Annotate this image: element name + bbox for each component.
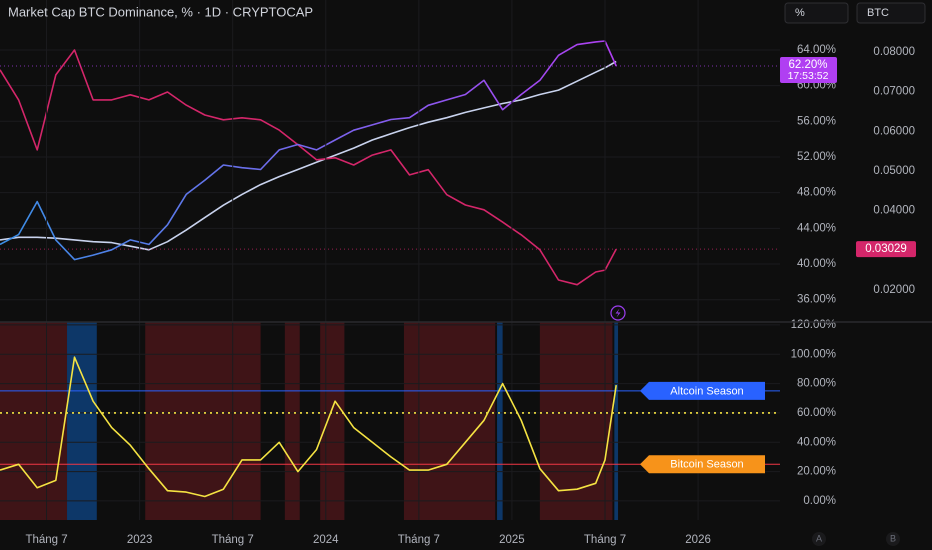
y-tick-label: 52.00% xyxy=(797,151,836,163)
series-line xyxy=(0,60,617,251)
last-value-label: 0.03029 xyxy=(865,243,907,255)
x-tick-label: 2025 xyxy=(499,534,525,546)
y-tick-label: 36.00% xyxy=(797,294,836,306)
x-tick-label: Tháng 7 xyxy=(398,534,440,546)
series-line xyxy=(0,40,617,261)
alert-bolt[interactable] xyxy=(615,308,621,318)
season-band xyxy=(320,322,345,520)
x-tick-label: Tháng 7 xyxy=(212,534,254,546)
reference-flag xyxy=(640,381,765,400)
reference-flag xyxy=(640,455,765,474)
y-tick-label: 44.00% xyxy=(797,222,836,234)
x-tick-label: Tháng 7 xyxy=(25,534,67,546)
y-tick-label: 20.00% xyxy=(797,466,836,478)
series-line xyxy=(0,49,617,286)
y2-tick-label: 0.07000 xyxy=(873,86,915,98)
y2-tick-label: 0.02000 xyxy=(873,284,915,296)
y-tick-label: 100.00% xyxy=(791,348,836,360)
reference-label: Bitcoin Season xyxy=(670,459,743,471)
percent-button-label[interactable]: % xyxy=(795,7,805,19)
y2-tick-label: 0.08000 xyxy=(873,46,915,58)
y-tick-label: 40.00% xyxy=(797,436,836,448)
season-band xyxy=(497,322,503,520)
countdown-label: 17:53:52 xyxy=(788,70,829,82)
x-tick-label: Tháng 7 xyxy=(584,534,626,546)
series-line xyxy=(0,356,617,498)
season-band xyxy=(614,322,619,520)
season-band xyxy=(67,322,97,520)
y-tick-label: 60.00% xyxy=(797,407,836,419)
y2-tick-label: 0.04000 xyxy=(873,205,915,217)
last-value-box xyxy=(856,241,916,258)
season-band xyxy=(284,322,300,520)
second-scale-button[interactable] xyxy=(886,532,900,546)
symbol-button[interactable] xyxy=(856,2,926,24)
percent-button[interactable] xyxy=(784,2,849,24)
season-band xyxy=(403,322,496,520)
symbol-button-label[interactable]: BTC xyxy=(867,7,889,19)
last-value-label: 62.20% xyxy=(788,59,827,71)
y-tick-label: 56.00% xyxy=(797,115,836,127)
x-tick-label: 2024 xyxy=(313,534,339,546)
season-band xyxy=(0,322,68,520)
season-band xyxy=(539,322,613,520)
y2-tick-label: 0.06000 xyxy=(873,125,915,137)
x-tick-label: 2023 xyxy=(127,534,153,546)
chart-title: Market Cap BTC Dominance, % · 1D · CRYPT… xyxy=(8,4,313,19)
y2-tick-label: 0.05000 xyxy=(873,165,915,177)
season-band xyxy=(145,322,261,520)
x-tick-label: 2026 xyxy=(685,534,711,546)
auto-scale-button[interactable] xyxy=(812,532,826,546)
last-value-box xyxy=(780,57,837,84)
chart-layer: 36.00% 40.00% 44.00% 48.00% 52.00% 56.00% 60.0… xyxy=(0,0,916,546)
alert-circle[interactable] xyxy=(610,305,626,321)
y-tick-label: 0.00% xyxy=(803,495,836,507)
y-tick-label: 40.00% xyxy=(797,258,836,270)
second-scale-label[interactable]: B xyxy=(890,533,896,543)
auto-scale-label[interactable]: A xyxy=(816,533,822,543)
reference-label: Altcoin Season xyxy=(670,385,743,397)
y-tick-label: 120.00% xyxy=(791,319,836,331)
alert-icon[interactable] xyxy=(610,305,626,321)
y-tick-label: 48.00% xyxy=(797,187,836,199)
y-tick-label: 64.00% xyxy=(797,44,836,56)
y-tick-label: 80.00% xyxy=(797,378,836,390)
